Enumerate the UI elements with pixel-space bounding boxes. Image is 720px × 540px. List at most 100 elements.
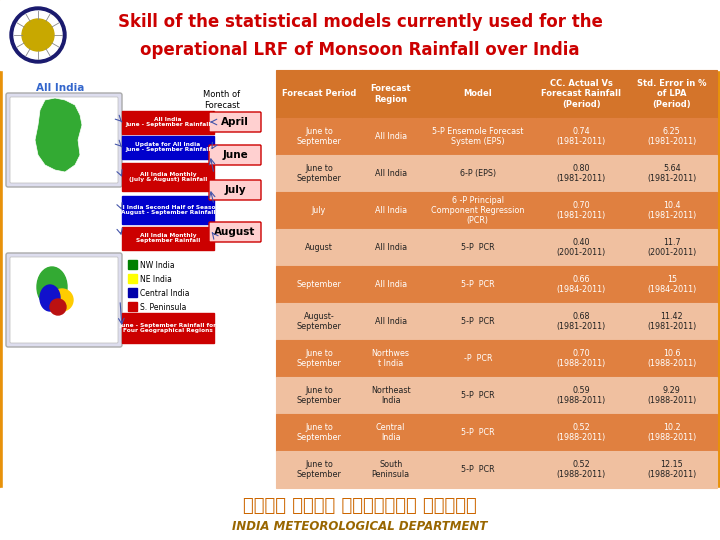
Text: All India: All India [36, 83, 84, 93]
Text: 6 -P Principal
Component Regression
(PCR): 6 -P Principal Component Regression (PCR… [431, 195, 524, 225]
FancyBboxPatch shape [10, 97, 118, 183]
Text: CC. Actual Vs
Forecast Rainfall
(Period): CC. Actual Vs Forecast Rainfall (Period) [541, 79, 621, 109]
Bar [362, 303, 419, 340]
Bar [626, 303, 717, 340]
Text: 5-P  PCR: 5-P PCR [461, 243, 495, 252]
Bar [276, 266, 362, 303]
Text: June - September Rainfall for
Four Geographical Regions: June - September Rainfall for Four Geogr… [120, 322, 217, 333]
Text: June to
September: June to September [297, 423, 341, 442]
Bar [419, 377, 536, 414]
Text: 0.59
(1988-2011): 0.59 (1988-2011) [557, 386, 606, 405]
Ellipse shape [50, 299, 66, 315]
Bar [626, 192, 717, 229]
Text: All India: All India [374, 206, 407, 215]
FancyBboxPatch shape [10, 257, 118, 343]
Bar [122, 226, 214, 249]
Text: भारत मौसम विज्ञान विभाग: भारत मौसम विज्ञान विभाग [243, 497, 477, 515]
Text: Month of
Forecast
Issue: Month of Forecast Issue [204, 90, 240, 120]
FancyBboxPatch shape [6, 93, 122, 187]
Text: September: September [297, 280, 341, 289]
Bar [536, 118, 626, 155]
Text: Central India: Central India [140, 288, 189, 298]
Ellipse shape [40, 285, 60, 311]
Text: All India Monthly
September Rainfall: All India Monthly September Rainfall [136, 233, 200, 244]
Text: NE India: NE India [140, 274, 172, 284]
Bar [276, 229, 362, 266]
Bar [122, 111, 214, 133]
Bar [362, 451, 419, 488]
Bar [536, 377, 626, 414]
Bar [276, 192, 362, 229]
Bar [122, 136, 214, 159]
Bar [276, 118, 362, 155]
Text: All India
June - September Rainfall: All India June - September Rainfall [125, 117, 211, 127]
Text: 9.29
(1988-2011): 9.29 (1988-2011) [647, 386, 696, 405]
Bar [536, 451, 626, 488]
Bar [362, 377, 419, 414]
Bar [419, 70, 536, 118]
Bar [419, 451, 536, 488]
FancyBboxPatch shape [209, 222, 261, 242]
Bar [362, 229, 419, 266]
Text: -P  PCR: -P PCR [464, 354, 492, 363]
Bar [362, 155, 419, 192]
Text: 15
(1984-2011): 15 (1984-2011) [647, 275, 696, 294]
Bar [276, 414, 362, 451]
Bar [419, 266, 536, 303]
Text: 11.42
(1981-2011): 11.42 (1981-2011) [647, 312, 696, 331]
Text: 0.80
(1981-2011): 0.80 (1981-2011) [557, 164, 606, 183]
Text: June to
September: June to September [297, 127, 341, 146]
Bar [362, 192, 419, 229]
Text: Forecast Period: Forecast Period [282, 90, 356, 98]
Text: July: July [312, 206, 326, 215]
Text: 10.2
(1988-2011): 10.2 (1988-2011) [647, 423, 696, 442]
Bar [536, 414, 626, 451]
Text: 0.70
(1981-2011): 0.70 (1981-2011) [557, 201, 606, 220]
Text: Update for All India
June - September Rainfall: Update for All India June - September Ra… [125, 141, 211, 152]
Text: July: July [224, 185, 246, 195]
Bar [128, 288, 137, 297]
Bar [276, 377, 362, 414]
Text: All India: All India [374, 243, 407, 252]
Text: 0.52
(1988-2011): 0.52 (1988-2011) [557, 423, 606, 442]
Text: Northeast
India: Northeast India [371, 386, 410, 405]
Bar [419, 303, 536, 340]
Text: 5.64
(1981-2011): 5.64 (1981-2011) [647, 164, 696, 183]
Circle shape [22, 19, 54, 51]
Text: June to
September: June to September [297, 460, 341, 479]
Bar [626, 451, 717, 488]
Bar [276, 340, 362, 377]
Text: June to
September: June to September [297, 164, 341, 183]
Bar [122, 196, 214, 224]
Text: Skill of the statistical models currently used for the: Skill of the statistical models currentl… [117, 13, 603, 31]
Bar [362, 118, 419, 155]
Text: 0.74
(1981-2011): 0.74 (1981-2011) [557, 127, 606, 146]
Ellipse shape [37, 267, 67, 307]
Bar [0, 488, 720, 540]
Circle shape [10, 7, 66, 63]
Bar [128, 260, 137, 269]
Text: INDIA METEOROLOGICAL DEPARTMENT: INDIA METEOROLOGICAL DEPARTMENT [233, 519, 487, 532]
Text: 0.40
(2001-2011): 0.40 (2001-2011) [557, 238, 606, 257]
Text: S. Peninsula: S. Peninsula [140, 302, 186, 312]
Bar [536, 266, 626, 303]
Text: 10.6
(1988-2011): 10.6 (1988-2011) [647, 349, 696, 368]
Ellipse shape [51, 289, 73, 311]
Text: All India: All India [374, 317, 407, 326]
Text: 0.70
(1988-2011): 0.70 (1988-2011) [557, 349, 606, 368]
Bar [626, 155, 717, 192]
Bar [536, 303, 626, 340]
Text: All India: All India [374, 169, 407, 178]
Bar [122, 163, 214, 191]
Text: All India: All India [374, 280, 407, 289]
Text: June: June [222, 150, 248, 160]
Text: All India Second Half of Season
August - September Rainfall: All India Second Half of Season August -… [116, 205, 220, 215]
Bar [626, 377, 717, 414]
Text: 5-P Ensemole Forecast
System (EPS): 5-P Ensemole Forecast System (EPS) [432, 127, 523, 146]
Bar [276, 303, 362, 340]
Bar [0, 0, 720, 70]
Text: August: August [215, 227, 256, 237]
Bar [626, 340, 717, 377]
Bar [419, 229, 536, 266]
Bar [626, 266, 717, 303]
